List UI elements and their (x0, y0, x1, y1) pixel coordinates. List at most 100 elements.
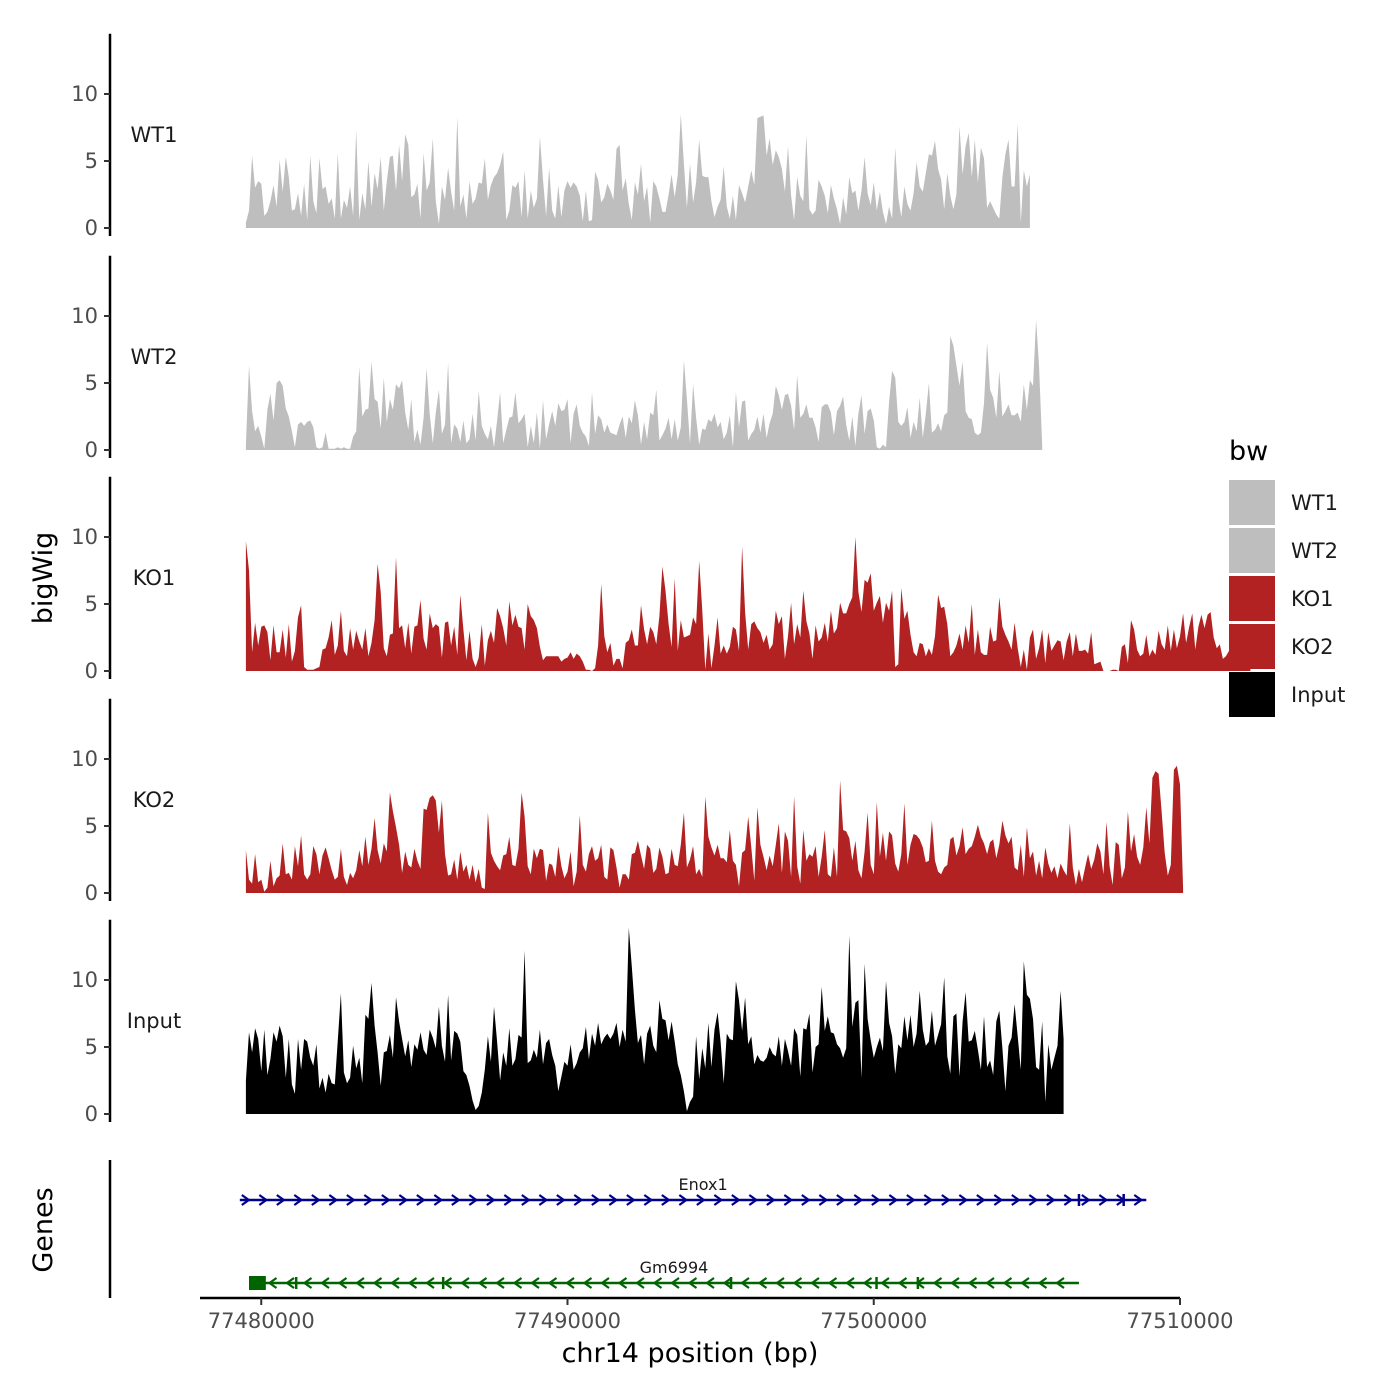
strand-arrow (932, 1277, 943, 1289)
strand-arrow (696, 1194, 706, 1206)
strand-arrow (258, 1194, 269, 1206)
strand-arrow (1037, 1277, 1048, 1289)
x-tick-label: 77500000 (820, 1309, 927, 1333)
exon (916, 1277, 920, 1289)
strand-arrow (521, 1194, 531, 1206)
strand-arrow (355, 1277, 365, 1289)
strand-arrow (906, 1194, 916, 1206)
strand-arrow (783, 1194, 794, 1206)
strand-arrow (976, 1194, 986, 1206)
strand-arrow (1098, 1194, 1109, 1206)
strand-arrow (652, 1277, 663, 1289)
strand-arrow (407, 1277, 418, 1289)
y-tick-label: 10 (71, 525, 98, 549)
y-tick-label: 0 (85, 881, 98, 905)
strand-arrow (512, 1277, 523, 1289)
strand-arrow (600, 1277, 610, 1289)
strand-arrow (670, 1277, 680, 1289)
strand-arrow (731, 1194, 741, 1206)
strand-arrow (1011, 1194, 1021, 1206)
strand-arrow (950, 1277, 960, 1289)
track-label: WT2 (131, 345, 178, 369)
strand-arrow (880, 1277, 890, 1289)
strand-arrow (1028, 1194, 1039, 1206)
y-tick-label: 5 (85, 592, 98, 616)
legend-swatch-ko2 (1229, 624, 1275, 669)
strand-arrow (836, 1194, 846, 1206)
y-axis-title: bigWig (28, 532, 59, 625)
exon (875, 1277, 878, 1289)
y-tick-label: 5 (85, 371, 98, 395)
strand-arrow (495, 1277, 505, 1289)
strand-arrow (1020, 1277, 1030, 1289)
strand-arrow (862, 1277, 873, 1289)
strand-arrow (888, 1194, 899, 1206)
strand-arrow (792, 1277, 803, 1289)
exon (729, 1277, 733, 1289)
strand-arrow (757, 1277, 768, 1289)
legend-title: bw (1229, 436, 1268, 467)
y-tick-label: 10 (71, 747, 98, 771)
strand-arrow (897, 1277, 908, 1289)
area-wt2 (245, 320, 1043, 450)
area-input (245, 927, 1064, 1114)
strand-arrow (1046, 1194, 1056, 1206)
x-tick-label: 77510000 (1127, 1309, 1234, 1333)
x-tick-label: 77490000 (514, 1309, 621, 1333)
strand-arrow (285, 1277, 295, 1289)
legend-swatch-wt2 (1229, 528, 1275, 573)
strand-arrow (853, 1194, 864, 1206)
strand-arrow (591, 1194, 601, 1206)
strand-arrow (1063, 1194, 1074, 1206)
strand-arrow (293, 1194, 304, 1206)
strand-arrow (363, 1194, 374, 1206)
strand-arrow (460, 1277, 470, 1289)
strand-arrow (643, 1194, 654, 1206)
strand-arrow (1002, 1277, 1013, 1289)
strand-arrow (328, 1194, 339, 1206)
strand-arrow (766, 1194, 776, 1206)
strand-arrow (346, 1194, 356, 1206)
area-ko2 (245, 765, 1184, 893)
strand-arrow (425, 1277, 435, 1289)
gene-label: Enox1 (678, 1175, 727, 1194)
track-label: Input (127, 1009, 181, 1033)
track-label: KO1 (133, 566, 176, 590)
strand-arrow (267, 1277, 278, 1289)
strand-arrow (565, 1277, 575, 1289)
strand-arrow (381, 1194, 391, 1206)
strand-arrow (923, 1194, 934, 1206)
strand-arrow (241, 1194, 251, 1206)
y-tick-label: 10 (71, 82, 98, 106)
gene-track-title: Genes (28, 1187, 59, 1272)
x-axis: 77480000 77490000 77500000 77510000 (200, 1296, 1234, 1333)
strand-arrow (398, 1194, 409, 1206)
y-tick-label: 10 (71, 304, 98, 328)
strand-arrow (801, 1194, 811, 1206)
legend-swatch-wt1 (1229, 480, 1275, 525)
strand-arrow (311, 1194, 321, 1206)
exon (294, 1277, 298, 1289)
strand-arrow (573, 1194, 584, 1206)
strand-arrow (320, 1277, 330, 1289)
strand-arrow (390, 1277, 400, 1289)
track-wt2: 0 5 10 WT2 (71, 255, 1043, 462)
area-ko1 (245, 537, 1251, 671)
legend-label-ko1: KO1 (1291, 587, 1334, 611)
exon (249, 1276, 266, 1290)
track-ko2: 0 5 10 KO2 (71, 698, 1184, 905)
strand-arrow (722, 1277, 733, 1289)
coverage-tracks: 0 5 10 WT1 0 5 10 WT2 0 5 10 KO1 0 5 10 KO2 0 5 10 Input (71, 33, 1251, 1126)
exon (1077, 1194, 1081, 1206)
strand-arrow (713, 1194, 724, 1206)
legend-label-input: Input (1291, 683, 1345, 707)
strand-arrow (416, 1194, 426, 1206)
gene-enox1: Enox1 (239, 1175, 1147, 1206)
legend: bw WT1 WT2 KO1 KO2 Input (1229, 436, 1345, 717)
strand-arrow (967, 1277, 978, 1289)
y-tick-label: 0 (85, 659, 98, 683)
strand-arrow (985, 1277, 995, 1289)
strand-arrow (1081, 1194, 1091, 1206)
strand-arrow (661, 1194, 671, 1206)
